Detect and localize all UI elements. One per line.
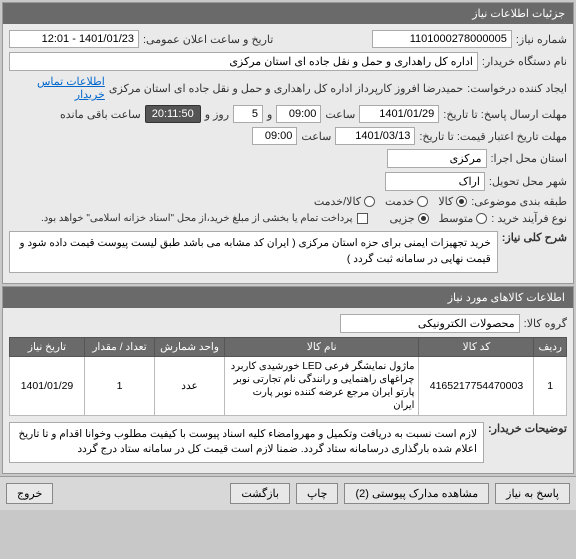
- days-value: 5: [233, 105, 263, 123]
- summary-label: شرح کلی نیاز:: [502, 231, 567, 244]
- process-label: نوع فرآیند خرید :: [491, 212, 567, 225]
- cell-date: 1401/01/29: [10, 356, 85, 415]
- cell-unit: عدد: [155, 356, 225, 415]
- exec-province-value: مرکزی: [387, 149, 487, 168]
- notes-label: توضیحات خریدار:: [488, 422, 567, 435]
- countdown-value: 20:11:50: [145, 105, 201, 123]
- group-label: گروه کالا:: [524, 317, 567, 330]
- radio-goods-label: کالا: [438, 195, 453, 208]
- col-unit: واحد شمارش: [155, 337, 225, 356]
- creator-label: ایجاد کننده درخواست:: [467, 82, 567, 95]
- radio-service-label: خدمت: [385, 195, 414, 208]
- radio-service-icon: [417, 196, 428, 207]
- cell-row: 1: [534, 356, 567, 415]
- radio-mid[interactable]: متوسط: [439, 212, 488, 225]
- radio-goods-service-label: کالا/خدمت: [314, 195, 361, 208]
- radio-goods-icon: [456, 196, 467, 207]
- pay-note: پرداخت تمام یا بخشی از مبلغ خرید،از محل …: [41, 213, 353, 224]
- delivery-city-value: اراک: [385, 172, 485, 191]
- contact-link[interactable]: اطلاعات تماس خریدار: [9, 75, 105, 101]
- col-name: نام کالا: [225, 337, 419, 356]
- announce-label: تاریخ و ساعت اعلان عمومی:: [143, 33, 273, 46]
- reply-button[interactable]: پاسخ به نیاز: [495, 483, 570, 504]
- category-label: طبقه بندی موضوعی:: [471, 195, 567, 208]
- attachments-button[interactable]: مشاهده مدارک پیوستی (2): [344, 483, 489, 504]
- days-label2: روز و: [205, 108, 229, 121]
- radio-small-label: جزیی: [390, 212, 415, 225]
- deadline-reply-date: 1401/01/29: [359, 105, 439, 123]
- validity-label: مهلت تاریخ اعتبار قیمت: تا تاریخ:: [419, 130, 567, 143]
- category-radio-group: کالا خدمت کالا/خدمت: [314, 195, 467, 208]
- group-value: محصولات الکترونیکی: [340, 314, 520, 333]
- creator-value: حمیدرضا افروز کارپرداز اداره کل راهداری …: [109, 82, 463, 95]
- exec-province-label: استان محل اجرا:: [491, 152, 568, 165]
- panel-body: شماره نیاز: 1101000278000005 تاریخ و ساع…: [3, 24, 573, 283]
- print-button[interactable]: چاپ: [296, 483, 339, 504]
- radio-mid-label: متوسط: [439, 212, 474, 225]
- radio-service[interactable]: خدمت: [385, 195, 428, 208]
- notes-text: لازم است نسبت به دریافت وتکمیل و مهروامض…: [9, 422, 484, 464]
- items-body: گروه کالا: محصولات الکترونیکی ردیف کد کا…: [3, 308, 573, 474]
- table-row[interactable]: 1 4165217754470003 ماژول نمایشگر فرعی LE…: [10, 356, 567, 415]
- col-code: کد کالا: [419, 337, 534, 356]
- radio-small[interactable]: جزیی: [390, 212, 429, 225]
- exit-button[interactable]: خروج: [6, 483, 53, 504]
- validity-date: 1401/03/13: [335, 127, 415, 145]
- need-no-label: شماره نیاز:: [516, 33, 567, 46]
- table-header-row: ردیف کد کالا نام کالا واحد شمارش تعداد /…: [10, 337, 567, 356]
- radio-goods[interactable]: کالا: [438, 195, 467, 208]
- buyer-label: نام دستگاه خریدار:: [482, 55, 567, 68]
- radio-small-icon: [418, 213, 429, 224]
- back-button[interactable]: بازگشت: [230, 483, 290, 504]
- radio-goods-service[interactable]: کالا/خدمت: [314, 195, 375, 208]
- deadline-reply-time: 09:00: [276, 105, 321, 123]
- radio-goods-service-icon: [364, 196, 375, 207]
- col-qty: تعداد / مقدار: [85, 337, 155, 356]
- days-and: و: [267, 108, 272, 121]
- time-label-2: ساعت: [301, 130, 331, 143]
- process-radio-group: متوسط جزیی: [390, 212, 488, 225]
- cell-code: 4165217754470003: [419, 356, 534, 415]
- buyer-value: اداره کل راهداری و حمل و نقل جاده ای است…: [9, 52, 478, 71]
- summary-text: خرید تجهیزات ایمنی برای حزه استان مرکزی …: [9, 231, 498, 273]
- col-date: تاریخ نیاز: [10, 337, 85, 356]
- remain-label: ساعت باقی مانده: [60, 108, 141, 121]
- treasury-checkbox[interactable]: [357, 213, 368, 224]
- need-details-panel: جزئیات اطلاعات نیاز شماره نیاز: 11010002…: [2, 2, 574, 284]
- radio-mid-icon: [476, 213, 487, 224]
- deadline-reply-label: مهلت ارسال پاسخ: تا تاریخ:: [443, 108, 567, 121]
- items-title: اطلاعات کالاهای مورد نیاز: [3, 287, 573, 308]
- time-label-1: ساعت: [325, 108, 355, 121]
- col-row: ردیف: [534, 337, 567, 356]
- panel-title: جزئیات اطلاعات نیاز: [3, 3, 573, 24]
- delivery-city-label: شهر محل تحویل:: [489, 175, 567, 188]
- cell-qty: 1: [85, 356, 155, 415]
- validity-time: 09:00: [252, 127, 297, 145]
- items-panel: اطلاعات کالاهای مورد نیاز گروه کالا: محص…: [2, 286, 574, 475]
- cell-name: ماژول نمایشگر فرعی LED خورشیدی کاربرد چر…: [225, 356, 419, 415]
- footer-buttons: پاسخ به نیاز مشاهده مدارک پیوستی (2) چاپ…: [0, 476, 576, 510]
- need-no-value: 1101000278000005: [372, 30, 512, 48]
- announce-value: 1401/01/23 - 12:01: [9, 30, 139, 48]
- items-table: ردیف کد کالا نام کالا واحد شمارش تعداد /…: [9, 337, 567, 416]
